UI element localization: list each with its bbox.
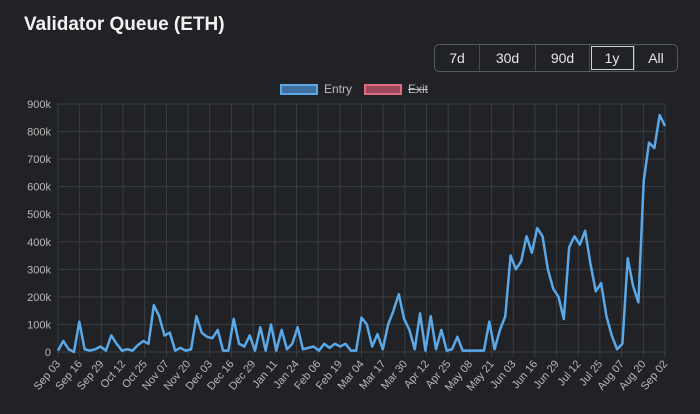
page-title: Validator Queue (ETH) [24,14,225,35]
y-tick-label: 100k [27,319,51,331]
y-tick-label: 900k [27,99,51,111]
range-7d-button[interactable]: 7d [435,45,480,71]
y-tick-label: 800k [27,127,51,139]
y-tick-label: 700k [27,154,51,166]
range-1y-button[interactable]: 1y [590,45,635,71]
y-tick-label: 400k [27,237,51,249]
y-tick-label: 200k [27,292,51,304]
y-tick-label: 500k [27,209,51,221]
legend-exit-label[interactable]: Exit [408,82,429,96]
x-tick-label: Jul 12 [556,358,584,388]
range-selector: 7d 30d 90d 1y All [434,44,678,72]
range-30d-button[interactable]: 30d [480,45,536,71]
legend-entry-label[interactable]: Entry [324,82,353,96]
range-all-button[interactable]: All [648,50,664,66]
legend-entry-swatch[interactable] [280,83,318,95]
range-90d-button[interactable]: 90d [536,45,590,71]
chart-legend: Entry Exit [280,82,428,96]
y-tick-label: 600k [27,182,51,194]
y-tick-label: 0 [45,347,51,359]
y-tick-label: 300k [27,264,51,276]
legend-exit-swatch[interactable] [364,83,403,95]
